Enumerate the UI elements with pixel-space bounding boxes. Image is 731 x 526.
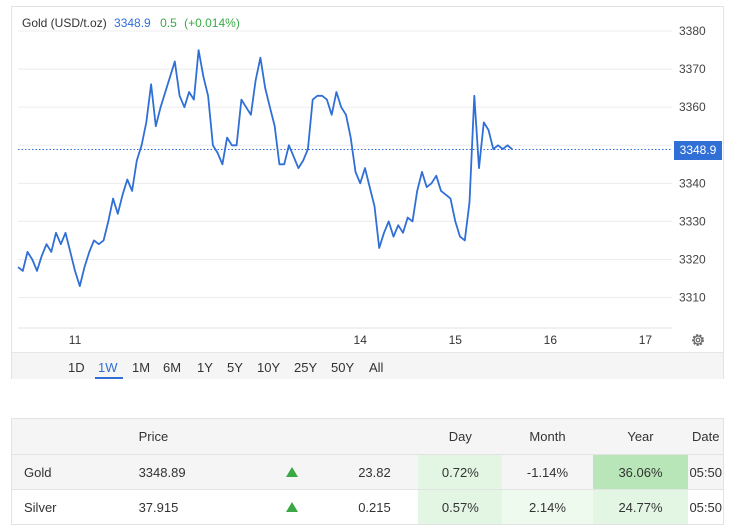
range-1y[interactable]: 1Y [197, 360, 213, 375]
row-month: -1.14% [502, 454, 593, 490]
price-table: Price Day Month Year Date Gold 3348.89 2… [11, 418, 724, 525]
up-arrow-icon [286, 501, 299, 512]
y-tick-label: 3380 [679, 24, 706, 38]
row-arrow [253, 489, 331, 525]
header-day: Day [418, 418, 503, 455]
row-name: Gold [11, 454, 111, 490]
table-row[interactable]: Silver 37.915 0.215 0.57% 2.14% 24.77% 0… [11, 489, 724, 525]
x-tick-label: 17 [639, 333, 653, 347]
range-1m[interactable]: 1M [132, 360, 151, 375]
row-year: 36.06% [592, 454, 689, 490]
row-date: 05:50 [688, 454, 724, 490]
chart-price: 3348.9 [114, 16, 151, 30]
range-25y[interactable]: 25Y [294, 360, 318, 375]
range-6m[interactable]: 6M [163, 360, 182, 375]
range-1d[interactable]: 1D [68, 360, 85, 375]
range-selector: 1D 1W 1M 6M 1Y 5Y 10Y 25Y 50Y All [12, 352, 723, 379]
x-tick-label: 16 [544, 333, 558, 347]
x-tick-label: 14 [354, 333, 368, 347]
row-month: 2.14% [502, 489, 593, 525]
table-header-row: Price Day Month Year Date [11, 418, 724, 455]
y-tick-label: 3320 [679, 252, 706, 266]
y-tick-label: 3370 [679, 62, 706, 76]
y-tick-label: 3360 [679, 100, 706, 114]
row-name: Silver [11, 489, 111, 525]
x-tick-label: 11 [69, 333, 82, 347]
header-arrow [253, 418, 331, 455]
y-tick-label: 3330 [679, 214, 706, 228]
row-date: 05:50 [688, 489, 724, 525]
row-change: 23.82 [330, 454, 419, 490]
chart-change: 0.5 [160, 16, 177, 30]
range-1w[interactable]: 1W [98, 360, 118, 375]
row-price: 3348.89 [110, 454, 254, 490]
y-tick-label: 3310 [679, 291, 706, 305]
range-10y[interactable]: 10Y [257, 360, 281, 375]
price-series-line [17, 49, 513, 287]
header-price: Price [110, 418, 254, 455]
x-tick-label: 15 [449, 333, 463, 347]
header-year: Year [592, 418, 689, 455]
range-5y[interactable]: 5Y [227, 360, 243, 375]
row-day: 0.72% [418, 454, 503, 490]
row-arrow [253, 454, 331, 490]
chart-change-pct: (+0.014%) [184, 16, 240, 30]
row-day: 0.57% [418, 489, 503, 525]
header-month: Month [502, 418, 593, 455]
range-all[interactable]: All [369, 360, 384, 375]
up-arrow-icon [286, 466, 299, 477]
range-50y[interactable]: 50Y [331, 360, 355, 375]
chart-title: Gold (USD/t.oz) [22, 16, 107, 30]
header-date: Date [688, 418, 724, 455]
chart-header: Gold (USD/t.oz) 3348.9 0.5 (+0.014%) [22, 16, 240, 30]
settings-gear-icon[interactable] [690, 332, 706, 348]
row-price: 37.915 [110, 489, 254, 525]
chart-card [11, 6, 724, 379]
table-row[interactable]: Gold 3348.89 23.82 0.72% -1.14% 36.06% 0… [11, 454, 724, 490]
header-name [11, 418, 111, 455]
active-range-underline [95, 377, 123, 379]
y-tick-label: 3340 [679, 176, 706, 190]
row-year: 24.77% [592, 489, 689, 525]
last-price-tag: 3348.9 [674, 141, 722, 160]
row-change: 0.215 [330, 489, 419, 525]
header-change [330, 418, 419, 455]
price-chart[interactable]: 3310332033303340335033603370338011141516… [0, 0, 731, 352]
